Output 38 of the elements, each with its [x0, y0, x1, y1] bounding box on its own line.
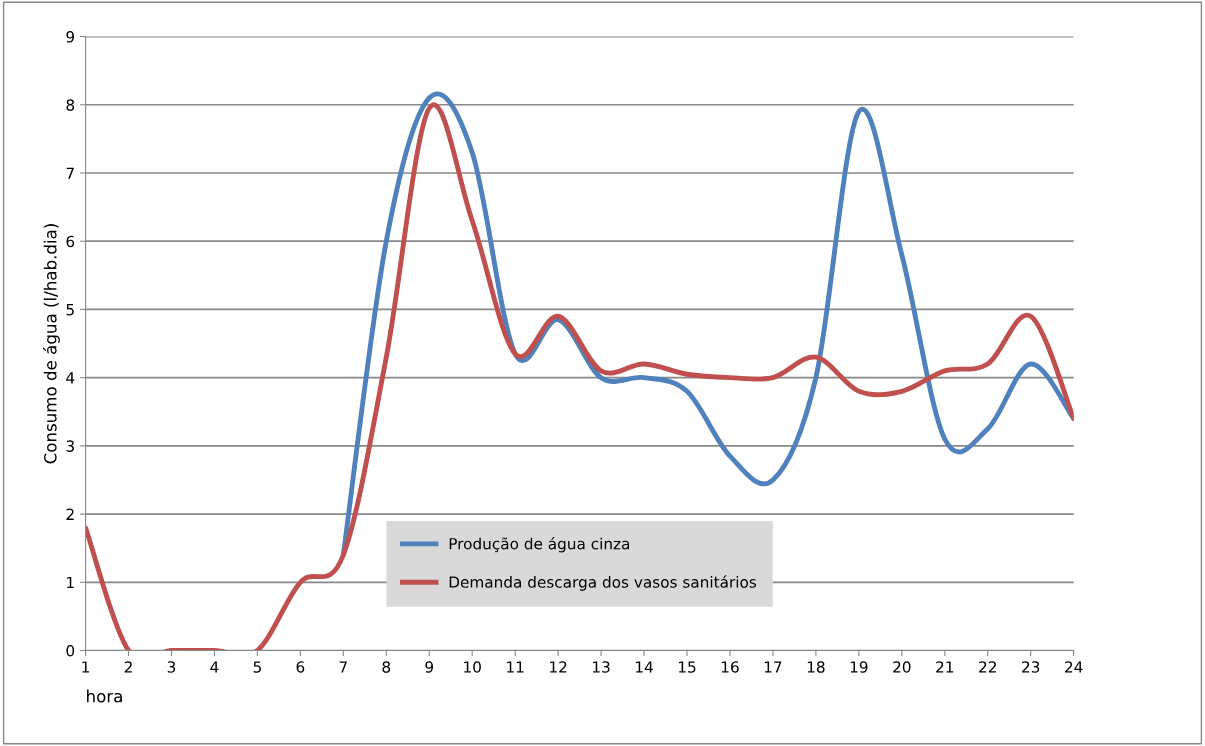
x-axis-title: hora: [87, 689, 122, 703]
y-tick-label: 6: [66, 235, 75, 248]
y-tick-label: 0: [66, 644, 75, 657]
x-tick-label: 16: [721, 661, 739, 673]
y-tick-label: 7: [66, 167, 74, 179]
x-tick-label: 4: [210, 661, 219, 673]
y-tick-label: 2: [66, 508, 74, 520]
x-tick-label: 6: [296, 661, 305, 673]
x-tick-label: 1: [82, 661, 89, 673]
x-tick-label: 13: [593, 661, 610, 673]
x-tick-label: 2: [124, 661, 132, 673]
y-tick-label: 8: [66, 99, 75, 111]
y-tick-label: 4: [66, 372, 75, 384]
x-tick-label: 9: [425, 661, 434, 673]
x-tick-label: 19: [850, 661, 868, 673]
y-tick-label: 3: [66, 440, 74, 452]
y-axis-title: Consumo de água (l/hab.dia): [43, 224, 60, 464]
x-tick-label: 17: [764, 661, 782, 673]
x-tick-label: 3: [167, 661, 176, 673]
x-tick-label: 11: [507, 661, 524, 673]
x-tick-label: 18: [807, 661, 825, 673]
x-tick-label: 8: [382, 661, 391, 673]
legend-label: Demanda descarga dos vasos sanitários: [449, 575, 757, 591]
x-tick-label: 21: [936, 661, 954, 673]
x-tick-label: 24: [1065, 661, 1083, 673]
x-tick-label: 7: [339, 661, 347, 673]
x-tick-label: 20: [893, 661, 911, 673]
x-tick-label: 22: [979, 661, 996, 673]
y-tick-label: 1: [67, 576, 74, 589]
x-tick-label: 15: [678, 661, 696, 673]
legend-label: Produção de água cinza: [449, 537, 630, 553]
x-tick-label: 10: [464, 661, 481, 673]
y-tick-label: 5: [66, 304, 74, 316]
x-tick-label: 14: [636, 661, 653, 673]
x-tick-label: 23: [1022, 661, 1040, 673]
y-tick-label: 9: [66, 31, 75, 43]
x-tick-label: 5: [253, 661, 261, 673]
x-tick-label: 12: [550, 661, 567, 673]
